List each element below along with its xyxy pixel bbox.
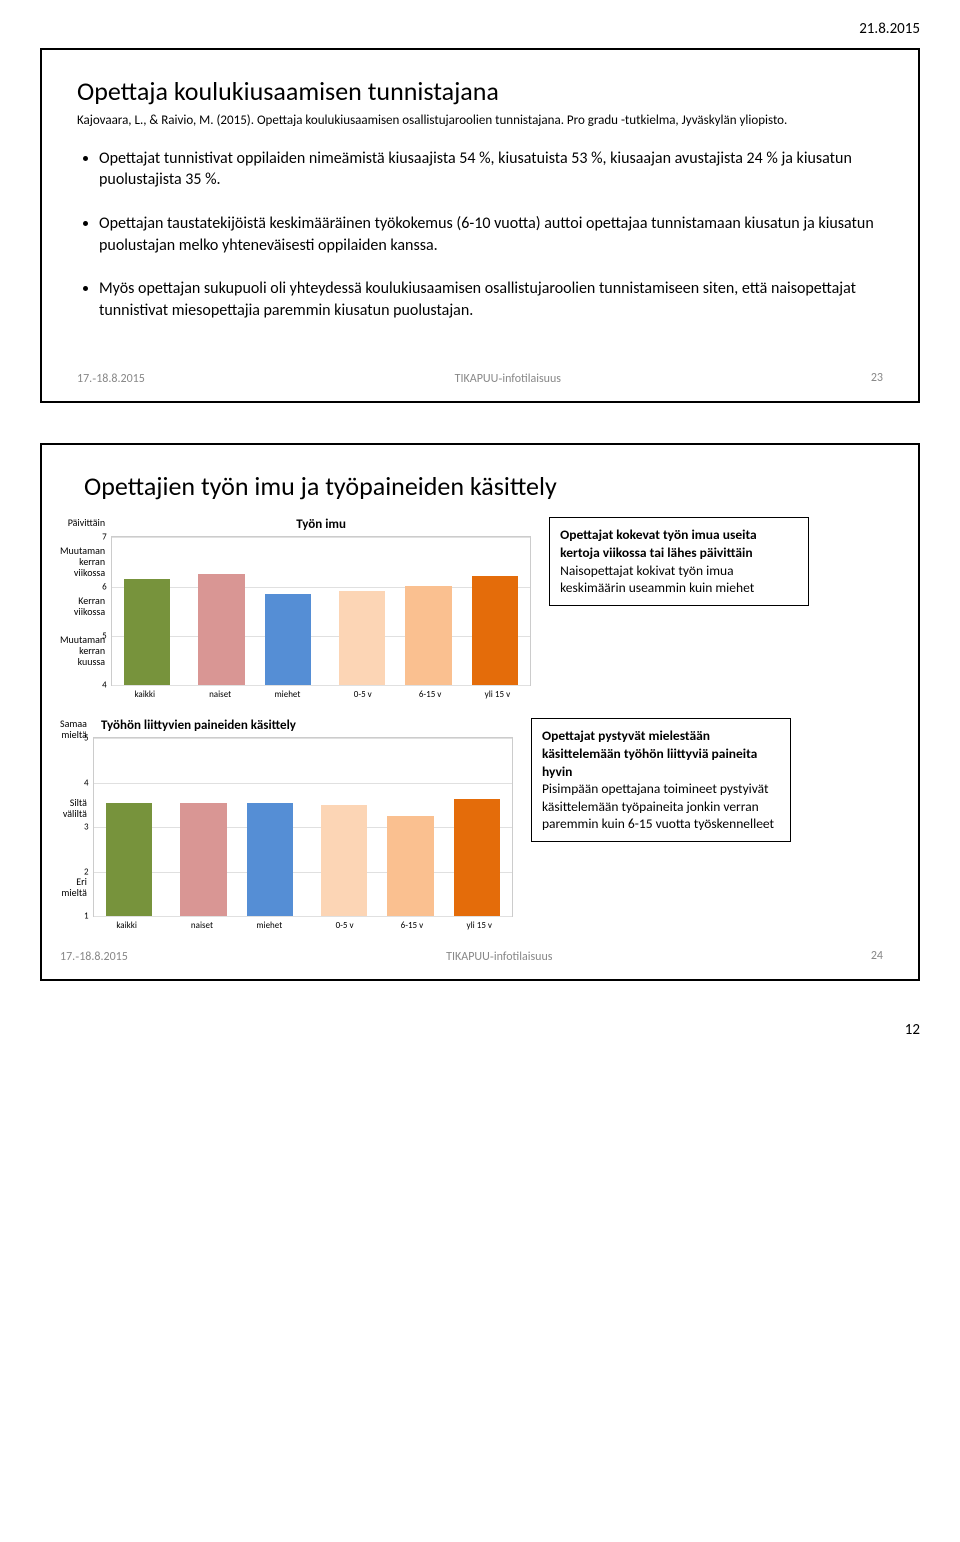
slide2-title: Opettajien työn imu ja työpaineiden käsi… — [84, 470, 883, 502]
slide-2: Opettajien työn imu ja työpaineiden käsi… — [40, 443, 920, 981]
chart-bar — [265, 594, 311, 685]
page-number: 12 — [40, 1021, 920, 1039]
slide-1: Opettaja koulukiusaamisen tunnistajana K… — [40, 48, 920, 403]
slide1-footer: 17.‐18.8.2015 TIKAPUU‐infotilaisuus 23 — [77, 371, 883, 386]
chart2-row: SamaamieltäSiltäväliltäErimieltä Työhön … — [60, 718, 883, 931]
slide1-bullets: Opettajat tunnistivat oppilaiden nimeämi… — [77, 148, 883, 322]
chart2-title: Työhön liittyvien paineiden käsittely — [93, 718, 513, 733]
chart2: 54321 — [93, 737, 513, 917]
chart-bar — [405, 586, 451, 686]
bullet-item: Opettajat tunnistivat oppilaiden nimeämi… — [99, 148, 883, 191]
textbox1-bold: Opettajat kokevat työn imua useita kerto… — [560, 526, 757, 561]
slide2-footer: 17.‐18.8.2015 TIKAPUU‐infotilaisuus 24 — [60, 949, 883, 964]
chart-bar — [321, 805, 367, 916]
chart-bar — [198, 574, 244, 685]
chart-bar — [180, 803, 226, 916]
footer-num: 23 — [871, 371, 883, 386]
footer-date: 17.‐18.8.2015 — [60, 949, 128, 964]
textbox2-bold: Opettajat pystyvät mielestään käsittelem… — [542, 727, 757, 779]
bullet-item: Opettajan taustatekijöistä keskimääräine… — [99, 213, 883, 256]
textbox1-rest: Naisopettajat kokivat työn imua keskimää… — [560, 562, 754, 597]
chart1: 7654 — [111, 536, 531, 686]
chart-bar — [387, 816, 433, 916]
textbox-2: Opettajat pystyvät mielestään käsittelem… — [531, 718, 791, 841]
chart1-xlabels: kaikkinaisetmiehet0-5 v6-15 vyli 15 v — [111, 689, 531, 700]
chart2-xlabels: kaikkinaisetmiehet0-5 v6-15 vyli 15 v — [93, 920, 513, 931]
textbox2-rest: Pisimpään opettajana toimineet pystyivät… — [542, 780, 774, 832]
chart2-wrap: Työhön liittyvien paineiden käsittely 54… — [93, 718, 513, 931]
chart-bar — [472, 576, 518, 686]
slide1-title: Opettaja koulukiusaamisen tunnistajana — [77, 75, 883, 107]
chart1-wrap: Työn imu 7654 kaikkinaisetmiehet0-5 v6-1… — [111, 517, 531, 700]
footer-num: 24 — [871, 949, 883, 964]
bullet-item: Myös opettajan sukupuoli oli yhteydessä … — [99, 278, 883, 321]
chart1-title: Työn imu — [111, 517, 531, 532]
chart-bar — [339, 591, 385, 686]
footer-center: TIKAPUU‐infotilaisuus — [455, 371, 561, 386]
textbox-1: Opettajat kokevat työn imua useita kerto… — [549, 517, 809, 605]
slide1-citation: Kajovaara, L., & Raivio, M. (2015). Opet… — [77, 113, 883, 130]
chart-bar — [454, 799, 500, 917]
footer-date: 17.‐18.8.2015 — [77, 371, 145, 386]
chart-bar — [124, 579, 170, 685]
page-header-date: 21.8.2015 — [40, 20, 920, 38]
chart1-row: PäivittäinMuutamankerranviikossaKerranvi… — [60, 517, 883, 700]
chart-bar — [247, 803, 293, 916]
footer-center: TIKAPUU‐infotilaisuus — [446, 949, 552, 964]
chart-bar — [106, 803, 152, 916]
